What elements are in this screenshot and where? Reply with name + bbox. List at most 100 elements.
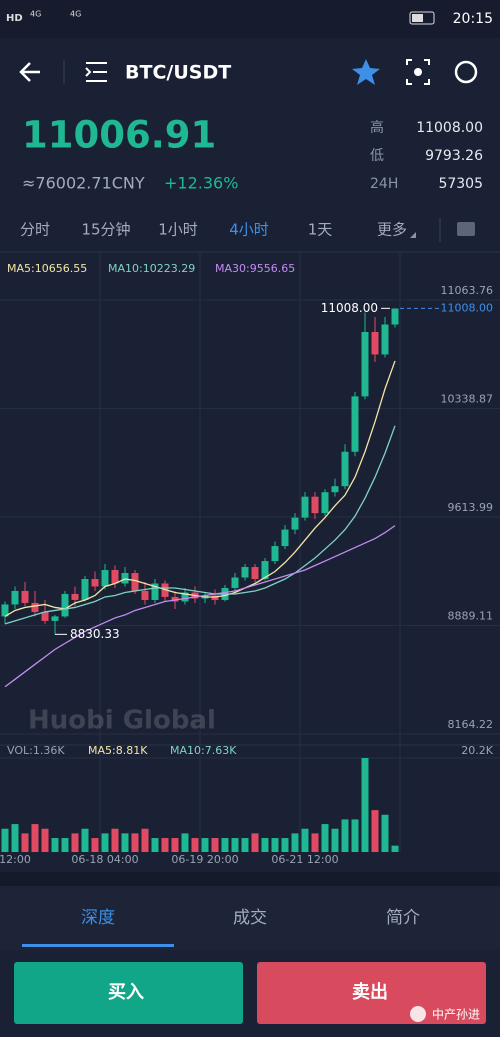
change-percent: +12.36% (164, 174, 238, 193)
buy-label: 买入 (108, 982, 144, 1003)
volume-tick-label: 20.2K (461, 744, 493, 757)
screenshot-dot (414, 68, 422, 76)
candle-body (281, 529, 289, 547)
battery-level (412, 14, 423, 22)
low-label: 8830.33 (70, 627, 120, 641)
x-tick-label: 12:00 (0, 853, 31, 866)
candle-body (51, 616, 59, 621)
stat-value: 9793.26 (425, 148, 483, 164)
candle-body (131, 573, 139, 591)
candle-body (181, 592, 189, 602)
stat-label: 高 (370, 119, 384, 136)
candle-body (291, 517, 299, 530)
candle-body (71, 593, 79, 600)
ma-line (4, 525, 396, 688)
interval-tab[interactable]: 4小时 (229, 221, 269, 239)
candle-body (391, 308, 399, 325)
candle-body (111, 570, 119, 584)
tab[interactable]: 深度 (81, 908, 115, 928)
volume-bar (361, 758, 369, 852)
interval-bar: 分时 15分钟 1小时 4小时 1天 更多 (20, 221, 407, 239)
candle-body (361, 331, 369, 397)
back-button[interactable] (19, 62, 40, 82)
volume-bar (81, 828, 89, 852)
candle-body (381, 324, 389, 355)
ma-line (4, 425, 396, 625)
volume-bar (51, 838, 59, 852)
volume-bar (231, 838, 239, 852)
tabs: 深度 成交 简介 (81, 908, 420, 928)
ma-legend: MA5:10656.55 (7, 262, 87, 275)
high-label: 11008.00 (321, 301, 378, 315)
sell-button[interactable] (257, 962, 486, 1024)
battery (409, 11, 435, 25)
candle-body (101, 570, 109, 587)
tab-bar (0, 886, 500, 950)
volume-bar (21, 833, 29, 852)
stat-label: 低 (370, 148, 384, 164)
x-tick-label: 06-19 20:00 (171, 853, 238, 866)
status-bar (0, 0, 500, 38)
candle-body (61, 593, 69, 617)
footer-note: 中产孙进 (432, 1007, 480, 1022)
candle-body (311, 496, 319, 514)
candle-body (151, 583, 159, 600)
favorite-button[interactable] (352, 59, 380, 85)
status-hd: HD (6, 13, 23, 24)
stat-value: 11008.00 (416, 120, 483, 136)
candle-body (341, 451, 349, 487)
candle-body (351, 396, 359, 452)
volume-bar (1, 828, 9, 852)
buy-button[interactable] (14, 962, 243, 1024)
volume-bar (261, 838, 269, 852)
interval-tab[interactable]: 分时 (20, 221, 50, 239)
x-tick-label: 06-18 04:00 (71, 853, 138, 866)
tab[interactable]: 成交 (233, 908, 267, 928)
interval-tab[interactable]: 15分钟 (81, 221, 130, 239)
y-tick-label: 9613.99 (448, 501, 494, 514)
candle-body (91, 579, 99, 587)
volume-bar (341, 819, 349, 852)
stat-value: 57305 (438, 176, 483, 192)
volume-bar (111, 828, 119, 852)
candle-body (261, 561, 269, 580)
volume-bar (351, 819, 359, 852)
interval-tab[interactable]: 更多 (377, 221, 407, 239)
candle-body (161, 583, 169, 597)
volume-bar (201, 838, 209, 852)
candle-body (1, 604, 9, 617)
screenshot-button[interactable] (406, 59, 430, 85)
stat-label: 24H (370, 176, 398, 192)
volume-bar (131, 833, 139, 852)
candle-body (171, 596, 179, 602)
volume-bar (91, 838, 99, 852)
menu-button[interactable] (85, 62, 107, 82)
status-time: 20:15 (453, 11, 493, 27)
candle-body (31, 602, 39, 612)
volume-bar (381, 814, 389, 852)
tab[interactable]: 简介 (386, 908, 420, 928)
cny-price: ≈76002.71CNY (22, 174, 145, 193)
wechat-icon (410, 1006, 426, 1022)
candle-body (21, 590, 29, 603)
candle-body (81, 579, 89, 600)
pair-title: BTC/USDT (125, 62, 231, 84)
volume-bar (251, 833, 259, 852)
volume-bar (41, 828, 49, 852)
volume-bar (371, 810, 379, 852)
volume-bar (61, 838, 69, 852)
candle-body (371, 331, 379, 355)
candle-body (321, 492, 329, 514)
volume-bar (331, 828, 339, 852)
candle-body (241, 567, 249, 578)
interval-tab[interactable]: 1小时 (158, 221, 198, 239)
interval-tab[interactable]: 1天 (308, 221, 333, 239)
settings-button[interactable] (457, 222, 475, 236)
candle-body (331, 486, 339, 493)
ma-legend: MA30:9556.65 (215, 262, 295, 275)
spacer (0, 872, 500, 886)
volume-bar (321, 824, 329, 852)
share-button[interactable] (454, 60, 478, 84)
candle-body (271, 546, 279, 562)
